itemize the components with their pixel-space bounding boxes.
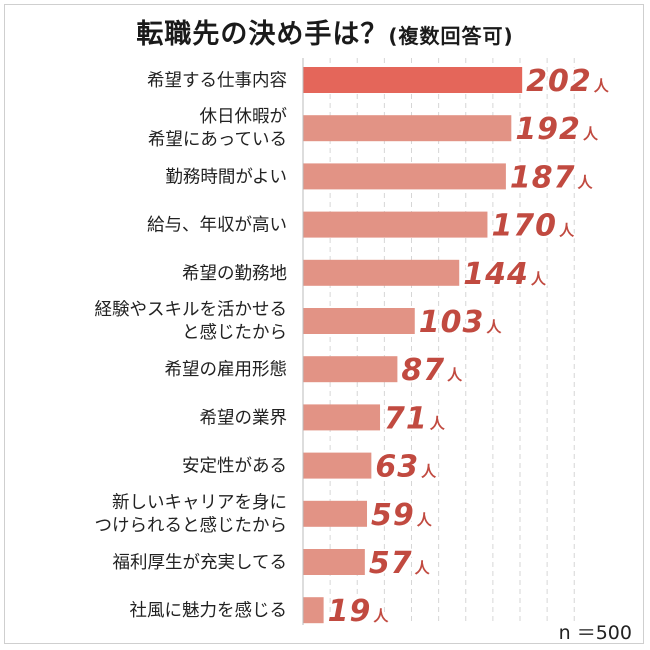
category-label: 社風に魅力を感じる — [130, 601, 288, 621]
title-main: 転職先の決め手は？ — [136, 19, 389, 50]
bar — [303, 597, 324, 624]
bar — [303, 549, 365, 575]
sample-size-label: n ＝500 — [558, 622, 632, 644]
bar — [303, 452, 372, 479]
value-label: 57 人 — [369, 546, 431, 581]
bar — [303, 115, 512, 142]
value-label: 71 人 — [384, 401, 446, 436]
value-label: 144 人 — [463, 257, 547, 292]
value-label: 103 人 — [419, 305, 503, 340]
category-label: 安定性がある — [182, 457, 287, 477]
value-label: 19 人 — [328, 594, 390, 629]
bar — [303, 404, 381, 431]
bar — [303, 211, 488, 238]
bar — [303, 163, 506, 190]
bar — [303, 308, 415, 334]
category-label: 新しいキャリアを身につけられると感じたから — [95, 493, 288, 536]
value-label: 187 人 — [510, 160, 594, 195]
category-label: 給与、年収が高い — [147, 216, 287, 236]
category-label: 勤務時間がよい — [165, 167, 287, 187]
category-label: 希望の雇用形態 — [165, 360, 288, 380]
bar — [303, 500, 368, 527]
category-label: 希望の勤務地 — [182, 264, 287, 284]
category-label: 経験やスキルを活かせると感じたから — [95, 300, 288, 343]
title-subtitle: (複数回答可) — [388, 24, 514, 48]
bar — [303, 259, 460, 286]
bar — [303, 67, 523, 93]
bar — [303, 356, 398, 383]
category-label: 休日休暇が希望にあっている — [148, 107, 288, 150]
category-label: 福利厚生が充実してる — [113, 553, 287, 573]
value-label: 87 人 — [401, 353, 463, 388]
category-label: 希望の業界 — [200, 408, 288, 428]
value-label: 202 人 — [526, 64, 610, 99]
value-label: 63 人 — [375, 450, 437, 485]
category-label: 希望する仕事内容 — [147, 71, 287, 91]
value-label: 192 人 — [515, 112, 599, 147]
chart-title: 転職先の決め手は？(複数回答可) — [0, 12, 650, 51]
value-label: 170 人 — [491, 209, 575, 244]
value-label: 59 人 — [371, 498, 433, 533]
